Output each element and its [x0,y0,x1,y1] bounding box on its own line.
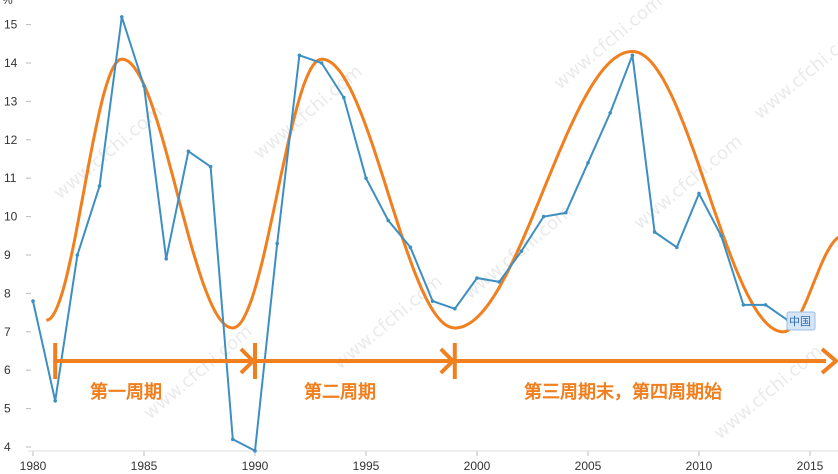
timeline-arrowhead [820,347,838,375]
data-point [497,280,502,284]
y-tick-label: 15 [4,18,18,32]
data-point [342,95,346,100]
data-point [697,191,701,196]
data-point [630,53,635,58]
data-point [453,306,457,311]
y-tick-label: 8 [4,286,11,300]
data-point [652,230,657,234]
data-point [741,303,746,307]
x-tick-label: 2015 [797,459,824,473]
data-point [120,15,124,19]
x-tick-label: 2010 [686,459,713,473]
y-unit-label: % [2,0,13,7]
data-point [475,276,479,280]
period-labels: 第一周期 第二周期 第三周期末，第四周期始 [90,381,722,403]
x-tick-label: 1990 [242,459,269,473]
y-tick-label: 4 [4,440,11,454]
country-tag: 中国 [786,311,816,331]
series-layer [31,15,790,453]
data-point [319,61,324,65]
data-point [564,210,568,215]
data-point [519,249,524,253]
y-tick-label: 5 [4,402,11,416]
x-tick-label: 2000 [464,459,491,473]
y-tick-label: 14 [4,56,18,70]
watermark-text: www.cfchi.com [330,271,447,374]
x-axis: 1980 1985 1990 1995 2000 2005 2010 2015 [20,450,838,473]
data-point [586,161,590,165]
data-point [208,164,213,169]
y-axis: 4 5 6 7 8 9 10 11 12 13 14 15 [4,18,31,454]
data-point [97,184,102,188]
period-label-3: 第三周期末，第四周期始 [524,381,722,403]
data-point [408,245,413,250]
data-point [53,399,57,403]
country-tag-box [786,311,816,331]
x-tick-label: 2005 [575,459,602,473]
data-point [164,257,168,261]
cycle-arrowhead [239,347,255,375]
watermark-text: www.cfchi.com [550,0,667,94]
y-tick-label: 9 [4,248,11,262]
cycle-arrow-layer [53,343,838,379]
data-point [719,234,723,238]
cycle-arrowhead [439,347,455,375]
data-point [186,149,191,154]
y-tick-label: 10 [4,210,18,224]
y-tick-label: 7 [4,325,11,339]
y-tick-label: 13 [4,94,18,108]
y-tick-label: 12 [4,133,18,147]
data-point [364,176,368,180]
period-label-2: 第二周期 [304,381,376,403]
period-label-1: 第一周期 [90,381,162,403]
y-tick-label: 6 [4,363,11,377]
x-tick-label: 1995 [353,459,380,473]
data-point [275,241,280,246]
x-tick-label: 1985 [131,459,158,473]
watermark-text: www.cfchi.com [140,321,257,424]
watermark-text: www.cfchi.com [710,341,827,444]
data-point [430,299,435,303]
data-point [541,214,546,219]
data-point [231,437,235,442]
data-point [386,218,391,223]
data-point [608,111,612,115]
country-tag-label: 中国 [789,315,811,328]
data-point [763,303,768,307]
data-point [31,299,35,303]
data-point [297,53,302,58]
x-tick-label: 1980 [20,459,47,473]
data-point [75,253,80,257]
y-tick-label: 11 [4,171,17,185]
data-point [675,245,679,250]
watermark-text: www.cfchi.com [750,21,838,124]
data-point [142,84,146,88]
data-point [253,449,257,453]
